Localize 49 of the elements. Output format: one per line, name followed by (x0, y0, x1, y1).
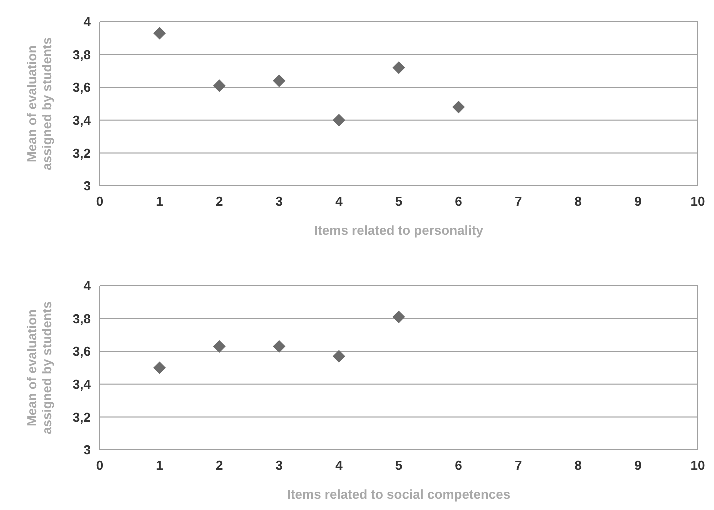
point (213, 340, 226, 353)
x-tick-label: 5 (395, 458, 403, 473)
y-axis-title: Mean of evaluation assigned by students (24, 38, 55, 170)
x-tick-label: 6 (455, 194, 462, 209)
y-axis-title: Mean of evaluation assigned by students (24, 302, 55, 434)
x-tick-label: 9 (634, 194, 642, 209)
x-tick-label: 2 (216, 194, 224, 209)
y-tick-label: 4 (84, 14, 92, 30)
x-tick-label: 3 (276, 194, 284, 209)
x-tick-label: 4 (336, 458, 344, 473)
x-tick-label: 1 (156, 194, 164, 209)
x-tick-label: 2 (216, 458, 224, 473)
point (273, 340, 286, 353)
x-tick-label: 0 (96, 194, 104, 209)
point (452, 100, 466, 114)
y-tick-label: 3 (84, 442, 91, 458)
y-tick-label: 3,6 (72, 344, 91, 360)
x-tick-label: 0 (96, 458, 104, 473)
y-tick-label: 3,2 (72, 410, 91, 425)
y-tick-label: 3,4 (72, 112, 92, 128)
x-tick-label: 4 (336, 194, 344, 209)
point (332, 350, 346, 363)
point (392, 62, 406, 74)
y-tick-label: 3,8 (72, 47, 91, 62)
x-axis-title: Items related to social competences (287, 487, 511, 502)
y-tick-label: 3,6 (72, 80, 91, 96)
x-tick-label: 8 (574, 194, 582, 209)
point (213, 80, 226, 92)
x-tick-label: 10 (690, 194, 706, 209)
x-tick-label: 7 (514, 458, 522, 473)
y-tick-label: 3,2 (72, 146, 91, 161)
y-tick-label: 3,8 (72, 311, 91, 326)
x-tick-label: 9 (634, 458, 642, 473)
y-tick-label: 3 (84, 178, 91, 194)
point (154, 27, 166, 40)
point (154, 362, 166, 374)
point (332, 114, 346, 127)
y-tick-label: 4 (84, 278, 92, 294)
point (392, 310, 406, 324)
x-tick-label: 8 (574, 458, 582, 473)
x-tick-label: 6 (455, 458, 462, 473)
x-tick-label: 5 (395, 194, 403, 209)
x-tick-label: 1 (156, 458, 164, 473)
x-tick-label: 10 (690, 458, 706, 473)
x-tick-label: 3 (276, 458, 284, 473)
x-axis-title: Items related to personality (314, 223, 484, 238)
x-tick-label: 7 (514, 194, 522, 209)
point (273, 74, 286, 88)
y-tick-label: 3,4 (72, 376, 92, 392)
